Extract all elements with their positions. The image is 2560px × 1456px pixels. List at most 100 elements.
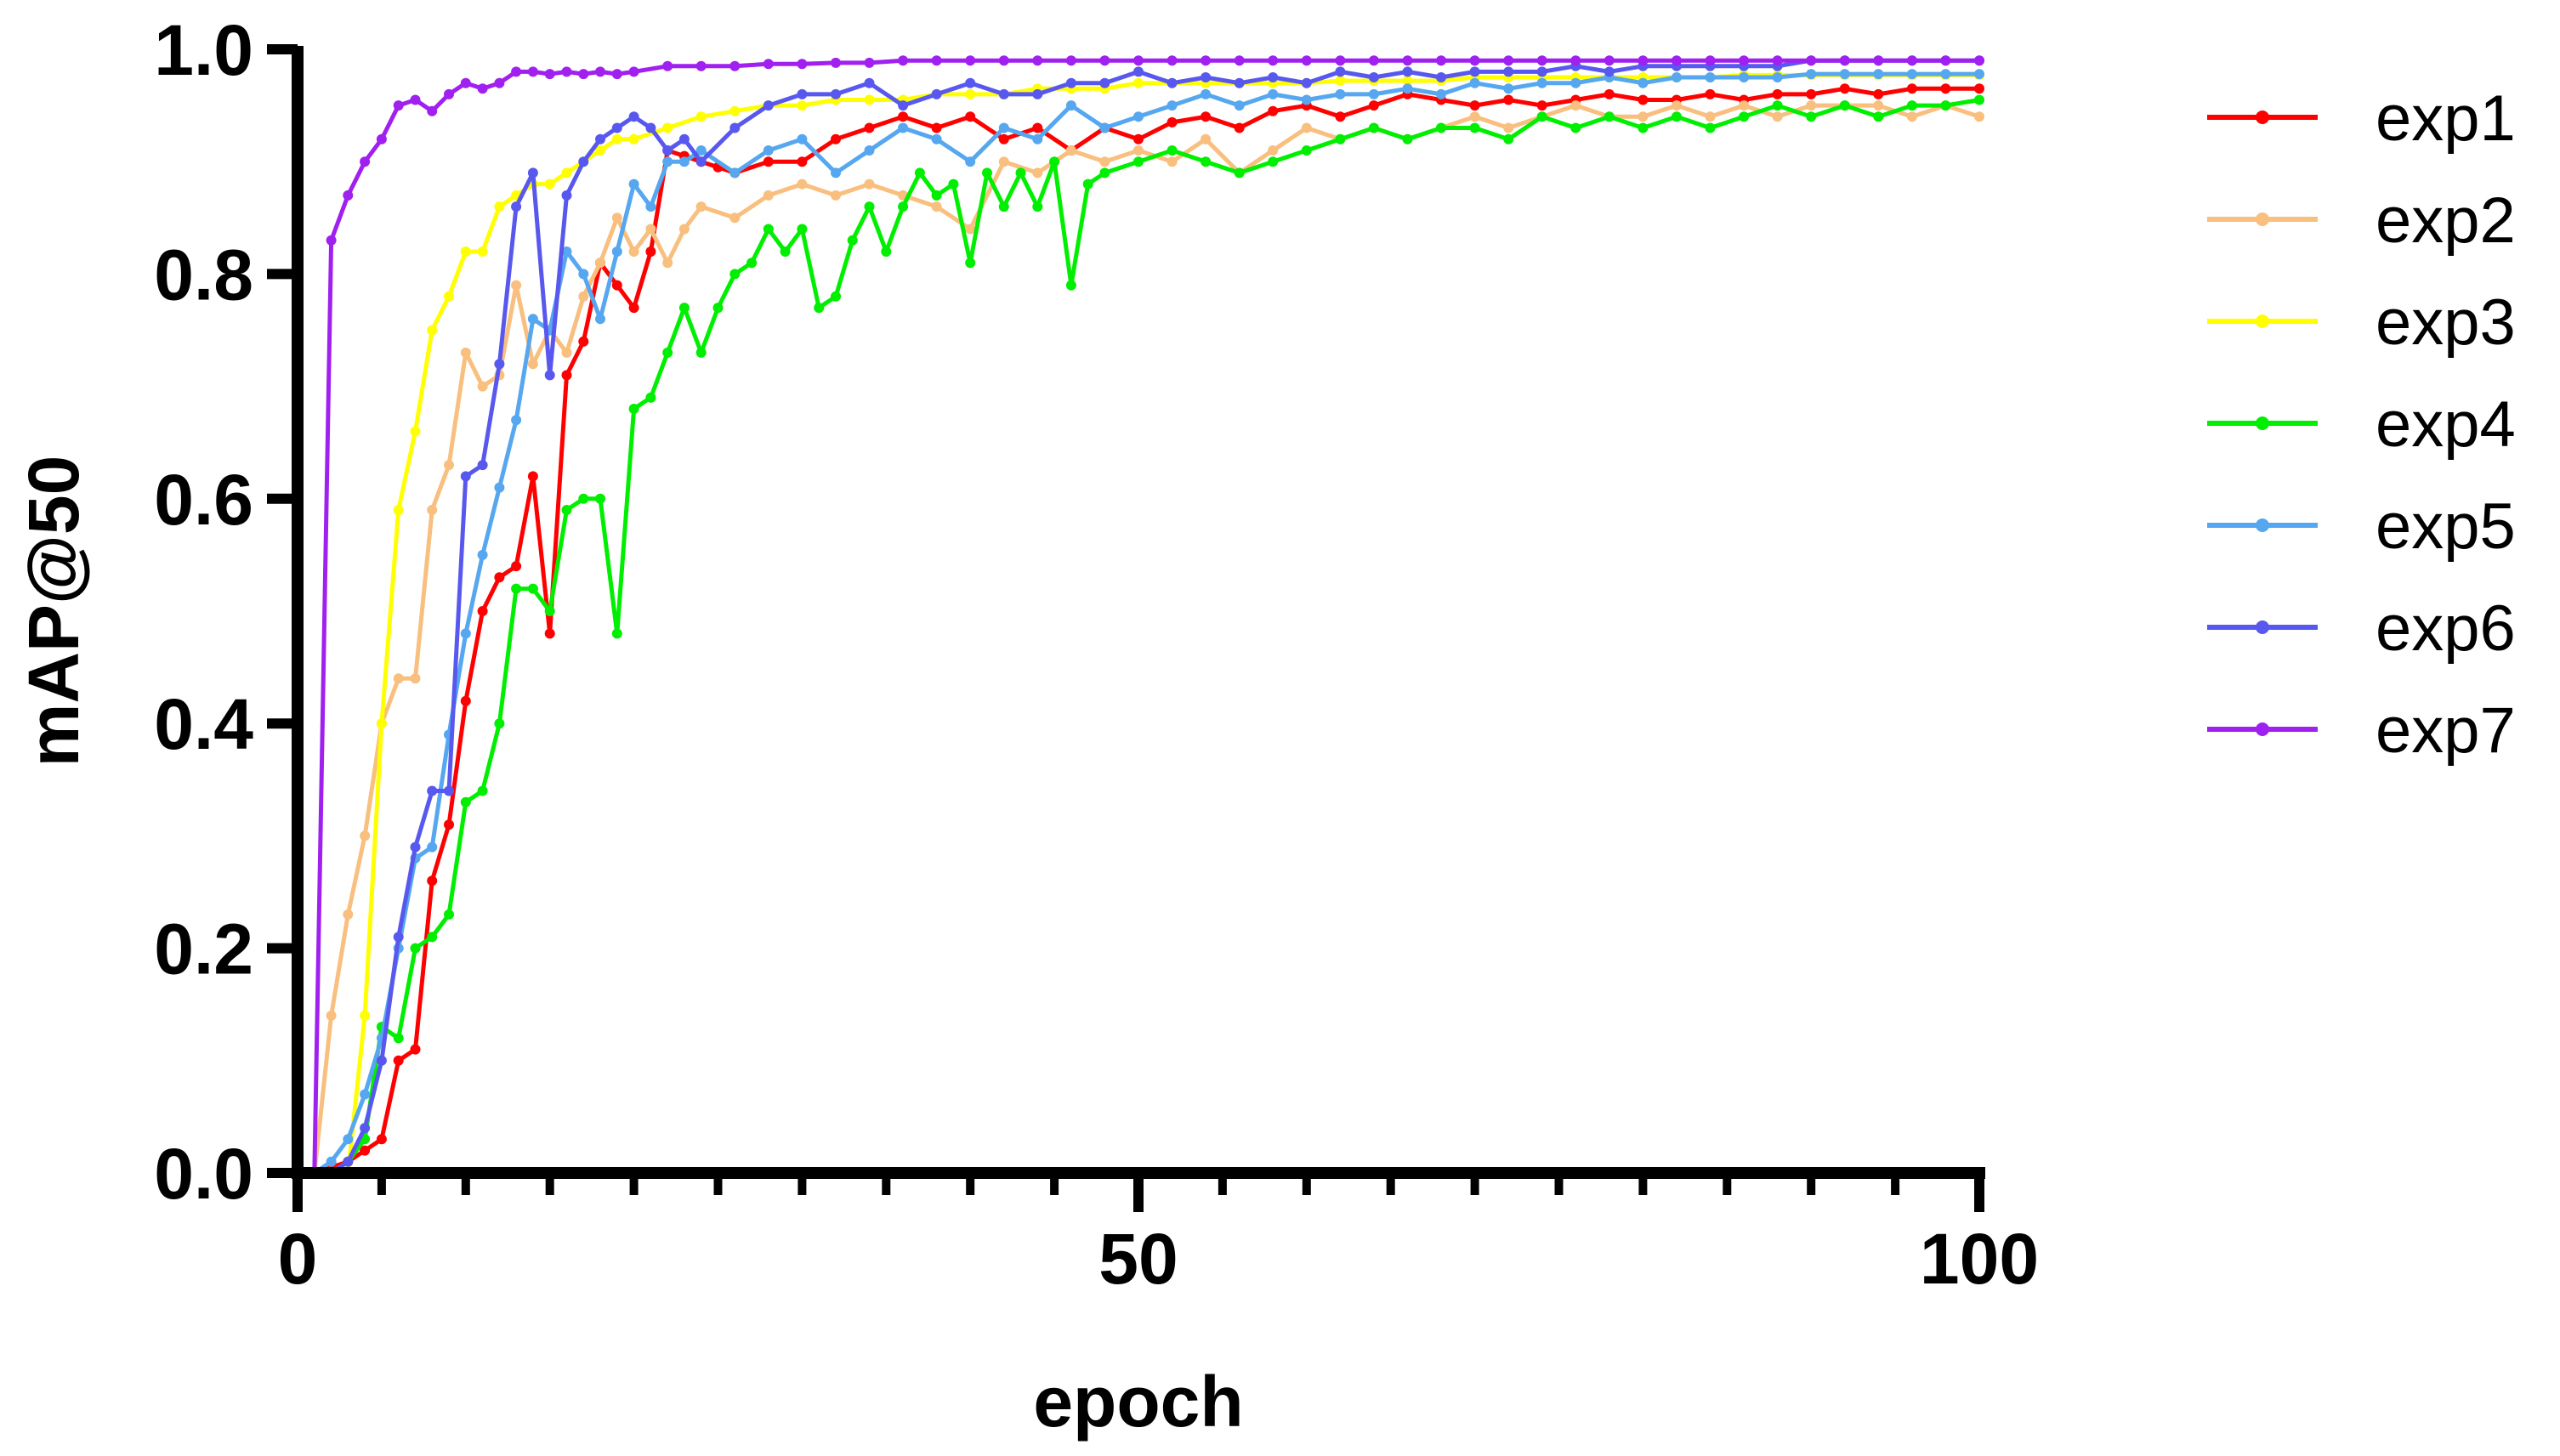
ticks: 0 50 100 0.0 0.2 0.4 0.6 0.8 1.0	[154, 10, 2039, 1299]
data-point	[595, 133, 605, 144]
data-point	[831, 57, 841, 68]
data-point	[1301, 122, 1312, 133]
y-tick-label: 0.0	[154, 1134, 253, 1214]
data-point	[427, 785, 438, 796]
data-point	[1201, 88, 1212, 99]
data-point	[360, 1089, 371, 1100]
data-point	[1032, 55, 1043, 66]
series-line-exp6	[314, 58, 1979, 1176]
data-point	[1133, 145, 1144, 156]
series-line-exp5	[313, 71, 1979, 1176]
data-point	[729, 167, 741, 178]
data-point	[965, 77, 976, 88]
data-point	[628, 178, 639, 190]
data-point	[1638, 111, 1649, 122]
data-point	[1335, 66, 1346, 77]
data-point	[1065, 77, 1076, 88]
data-point	[393, 673, 404, 684]
data-point	[561, 370, 572, 381]
data-point	[494, 77, 505, 88]
data-point	[444, 909, 454, 920]
data-point	[814, 303, 825, 314]
data-point	[628, 303, 639, 314]
data-point	[1906, 111, 1917, 122]
data-point	[1368, 55, 1379, 66]
data-point	[410, 673, 421, 684]
data-point	[460, 77, 471, 88]
data-point	[1806, 100, 1817, 111]
data-point	[729, 60, 741, 71]
data-point	[444, 819, 454, 830]
data-point	[864, 94, 875, 105]
data-point	[393, 1033, 404, 1044]
data-point	[1503, 94, 1514, 105]
data-point	[914, 167, 925, 178]
data-point	[645, 122, 656, 133]
data-point	[1166, 116, 1178, 127]
data-point	[864, 122, 875, 133]
data-point	[427, 325, 438, 336]
data-point	[1638, 94, 1649, 105]
data-point	[1906, 69, 1917, 80]
data-point	[1974, 111, 1984, 122]
data-point	[1806, 88, 1817, 99]
data-point	[1065, 55, 1076, 66]
data-point	[1536, 66, 1547, 77]
data-point	[965, 224, 976, 235]
data-point	[1772, 72, 1783, 82]
data-point	[1166, 55, 1178, 66]
data-point	[1301, 55, 1312, 66]
data-point	[611, 628, 622, 639]
data-point	[343, 1134, 354, 1145]
legend-marker	[2256, 314, 2269, 328]
legend-label: exp1	[2376, 82, 2516, 155]
data-point	[1638, 55, 1649, 66]
data-point	[998, 201, 1009, 212]
data-point	[511, 66, 522, 77]
data-point	[1166, 100, 1178, 111]
data-point	[695, 145, 707, 156]
data-point	[645, 246, 656, 257]
data-point	[1839, 83, 1850, 94]
data-point	[1739, 55, 1750, 66]
data-point	[1133, 111, 1144, 122]
data-point	[578, 69, 589, 80]
data-point	[1201, 55, 1212, 66]
legend-item-exp2: exp2	[2207, 184, 2516, 257]
data-point	[1032, 133, 1043, 144]
data-point	[1032, 122, 1043, 133]
data-point	[831, 88, 841, 99]
series-exp3	[309, 70, 1984, 1178]
data-point	[1739, 100, 1750, 111]
data-point	[360, 1010, 371, 1021]
data-point	[1705, 55, 1716, 66]
data-point	[376, 718, 387, 729]
data-point	[1436, 122, 1446, 133]
data-point	[477, 606, 488, 616]
data-point	[1604, 55, 1615, 66]
data-point	[1739, 72, 1750, 82]
data-point	[410, 426, 421, 437]
data-point	[611, 280, 622, 291]
legend-marker	[2256, 110, 2269, 124]
data-point	[1082, 178, 1093, 190]
data-point	[982, 167, 992, 178]
data-point	[1166, 145, 1178, 156]
data-point	[965, 88, 976, 99]
data-point	[729, 212, 741, 224]
data-point	[931, 88, 942, 99]
data-point	[1806, 69, 1817, 80]
data-point	[965, 111, 976, 122]
data-point	[1301, 94, 1312, 105]
data-point	[948, 178, 959, 190]
data-point	[376, 1055, 387, 1066]
data-point	[1368, 100, 1379, 111]
data-point	[864, 77, 875, 88]
data-point	[763, 145, 774, 156]
series-exp6	[309, 55, 1984, 1178]
data-point	[695, 156, 707, 167]
data-point	[831, 291, 841, 302]
y-tick-label: 0.4	[154, 684, 253, 764]
data-point	[527, 167, 538, 178]
data-point	[881, 246, 892, 257]
